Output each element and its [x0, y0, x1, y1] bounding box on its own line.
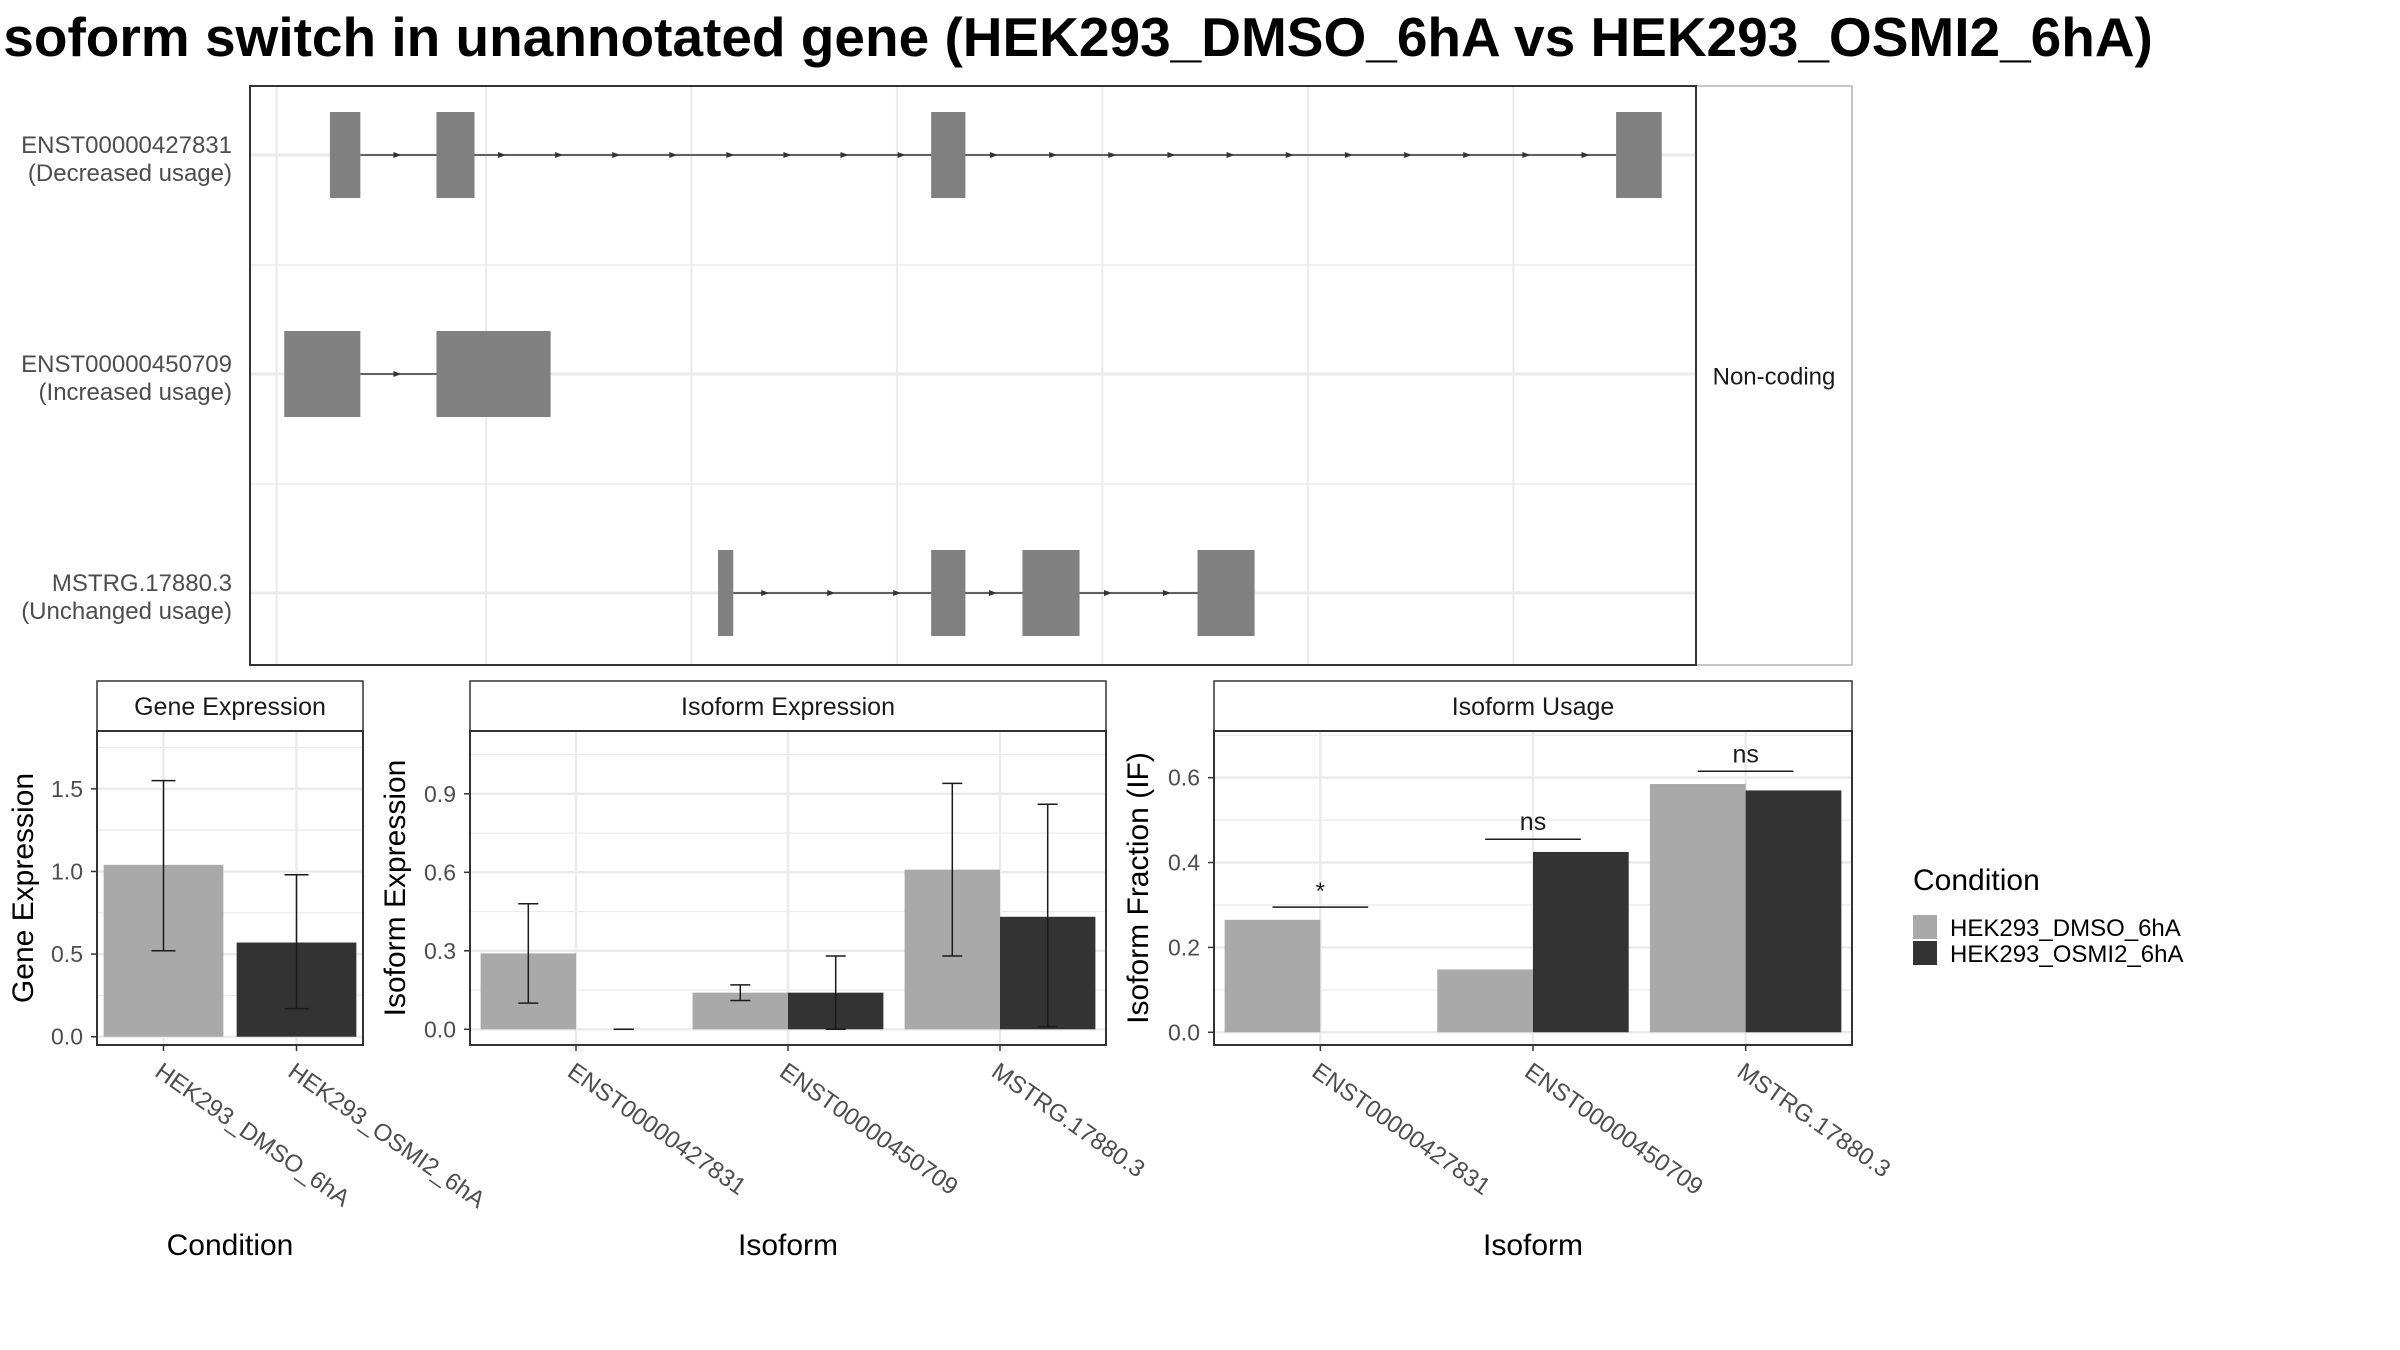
intron-arrow [1522, 152, 1531, 158]
facet-title: Isoform Usage [1452, 693, 1615, 721]
intron-arrow [1463, 152, 1472, 158]
exon-rect [718, 550, 734, 636]
exon-rect [329, 112, 361, 198]
usage-label: (Increased usage) [39, 379, 232, 406]
isoform-label: MSTRG.17880.3 [52, 570, 232, 597]
intron-arrow [498, 152, 507, 158]
intron-arrow [555, 152, 564, 158]
significance-label: ns [1520, 808, 1546, 836]
facet-strip [96, 680, 364, 732]
intron-arrow [1104, 590, 1113, 596]
usage-label: (Unchanged usage) [21, 598, 232, 625]
usage-label: (Decreased usage) [28, 160, 232, 187]
isoform-label: ENST00000450709 [21, 351, 232, 378]
y-tick-label: 1.0 [51, 858, 83, 884]
isoform-label: ENST00000427831 [21, 132, 232, 159]
intron-arrow [393, 371, 402, 377]
exon-rect [284, 331, 361, 417]
bar [1224, 919, 1321, 1033]
y-tick-label: 0.5 [51, 941, 83, 967]
intron-arrow [989, 152, 998, 158]
legend-label: HEK293_OSMI2_6hA [1950, 941, 2183, 968]
x-axis-label: Condition [167, 1229, 294, 1262]
intron-arrow [1581, 152, 1590, 158]
bar [1649, 784, 1746, 1033]
bar-panel-2: Isoform Usage 0.0 0.2 0.4 0.6 * ns ns ENST000004… [1122, 680, 1895, 1262]
legend-label: HEK293_DMSO_6hA [1950, 915, 2181, 942]
y-tick-label: 0.0 [1168, 1019, 1200, 1045]
chart-title: Isoform switch in unannotated gene (HEK2… [0, 6, 2153, 68]
intron-arrow [612, 152, 621, 158]
exon-rect [931, 112, 966, 198]
intron-arrow [1344, 152, 1353, 158]
facet-strip [469, 680, 1107, 732]
intron-arrow [1108, 152, 1117, 158]
intron-arrow [393, 152, 402, 158]
legend-swatch [1913, 915, 1937, 939]
x-tick-label: ENST00000450709 [775, 1058, 963, 1201]
intron-arrow [1163, 590, 1172, 596]
intron-arrow [669, 152, 678, 158]
facet-strip [1213, 680, 1853, 732]
panel-border [249, 85, 1697, 666]
y-tick-label: 0.0 [51, 1024, 83, 1050]
bar-panel-1: Isoform Expression 0.0 0.3 0.6 0.9 ENST000004… [379, 680, 1150, 1262]
legend-title: Condition [1913, 864, 2040, 897]
facet-strip-right [1695, 85, 1853, 666]
y-tick-label: 0.6 [424, 859, 456, 885]
x-tick-label: ENST00000427831 [1307, 1058, 1495, 1201]
exon-rect [931, 550, 966, 636]
exon-rect [1616, 112, 1662, 198]
legend-swatch [1913, 941, 1937, 965]
y-axis-label: Gene Expression [7, 773, 40, 1003]
exon-rect [1022, 550, 1080, 636]
intron-arrow [783, 152, 792, 158]
y-tick-label: 0.9 [424, 781, 456, 807]
x-tick-label: MSTRG.17880.3 [1732, 1058, 1895, 1183]
y-tick-label: 0.6 [1168, 765, 1200, 791]
intron-arrow [840, 152, 849, 158]
y-axis-label: Isoform Fraction (IF) [1122, 752, 1155, 1024]
intron-arrow [827, 590, 836, 596]
x-tick-label: ENST00000427831 [563, 1058, 751, 1201]
bar [1745, 790, 1842, 1033]
intron-arrow [1167, 152, 1176, 158]
x-tick-label: MSTRG.17880.3 [987, 1058, 1150, 1183]
x-axis-label: Isoform [738, 1229, 838, 1262]
y-tick-label: 0.3 [424, 938, 456, 964]
intron-arrow [893, 590, 902, 596]
facet-label-noncoding: Non-coding [1713, 364, 1836, 391]
intron-arrow [1404, 152, 1413, 158]
exon-rect [436, 331, 551, 417]
intron-arrow [761, 590, 770, 596]
intron-arrow [1226, 152, 1235, 158]
bar-panel-0: Gene Expression0.00.51.01.5HEK293_DMSO_6… [7, 680, 490, 1262]
bar [1533, 851, 1629, 1033]
y-axis-label: Isoform Expression [379, 760, 412, 1017]
y-tick-label: 1.5 [51, 776, 83, 802]
y-tick-label: 0.2 [1168, 934, 1200, 960]
intron-arrow [897, 152, 906, 158]
significance-label: ns [1732, 740, 1758, 768]
intron-arrow [988, 590, 997, 596]
exon-rect [436, 112, 475, 198]
panel-border [96, 730, 364, 1046]
x-tick-label: ENST00000450709 [1520, 1058, 1708, 1201]
y-tick-label: 0.0 [424, 1016, 456, 1042]
intron-arrow [1285, 152, 1294, 158]
exon-rect [1197, 550, 1255, 636]
intron-arrow [1049, 152, 1058, 158]
x-axis-label: Isoform [1483, 1229, 1583, 1262]
facet-title: Isoform Expression [681, 693, 895, 721]
y-tick-label: 0.4 [1168, 850, 1200, 876]
significance-label: * [1316, 878, 1325, 905]
intron-arrow [726, 152, 735, 158]
bar [1437, 969, 1533, 1033]
facet-title: Gene Expression [134, 693, 326, 721]
